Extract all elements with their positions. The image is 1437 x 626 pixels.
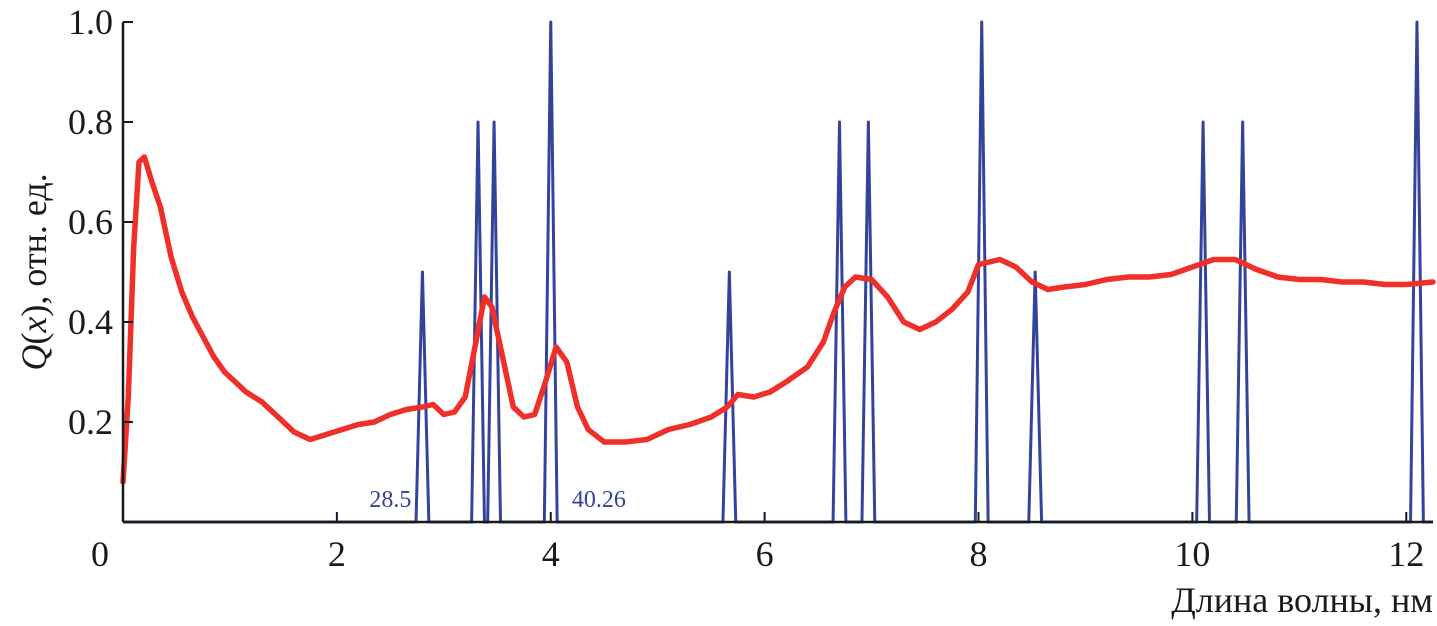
peak-point-6: [837, 120, 841, 124]
y-tick-label-0.2: 0.2: [68, 402, 113, 442]
peak-point-11: [1241, 120, 1245, 124]
peak-point-9: [1033, 270, 1037, 274]
y-tick-label-0.6: 0.6: [68, 202, 113, 242]
y-tick-label-0.4: 0.4: [68, 302, 113, 342]
y-axis-title-prefix: Q: [14, 345, 54, 371]
y-axis-title: Q(x), отн. ед.: [14, 173, 54, 370]
x-tick-label-4: 4: [542, 534, 560, 574]
x-axis-title: Длина волны, нм: [1171, 580, 1433, 620]
y-axis-title-suffix: , отн. ед.: [14, 173, 54, 304]
x-tick-label-8: 8: [970, 534, 988, 574]
peak-point-2: [476, 120, 480, 124]
q-curve-line: [120, 154, 1436, 485]
peak-series-line: [123, 21, 1433, 524]
peak-point-8: [980, 20, 984, 24]
y-tick-label-1: 1.0: [68, 2, 113, 42]
x-tick-label-6: 6: [756, 534, 774, 574]
annotation-2: 40.26: [572, 487, 626, 513]
peak-point-1: [420, 270, 424, 274]
x-tick-label-0: 0: [91, 534, 109, 574]
y-tick-label-0.8: 0.8: [68, 102, 113, 142]
x-tick-label-12: 12: [1388, 534, 1424, 574]
annotation-1: 28.5: [369, 487, 411, 513]
x-tick-label-10: 10: [1174, 534, 1210, 574]
peak-point-7: [866, 120, 870, 124]
peak-point-12: [1415, 20, 1419, 24]
peak-point-5: [727, 270, 731, 274]
plot-area: 28.5 40.26: [120, 20, 1436, 524]
peak-point-10: [1201, 120, 1205, 124]
axes: 0 2 4 6 8 10 12 0.2 0.4 0.6 0.8 1.0: [68, 2, 1433, 574]
x-tick-label-2: 2: [328, 534, 346, 574]
peak-point-3: [492, 120, 496, 124]
peak-point-4: [549, 20, 553, 24]
y-axis-title-var: x: [14, 317, 54, 334]
